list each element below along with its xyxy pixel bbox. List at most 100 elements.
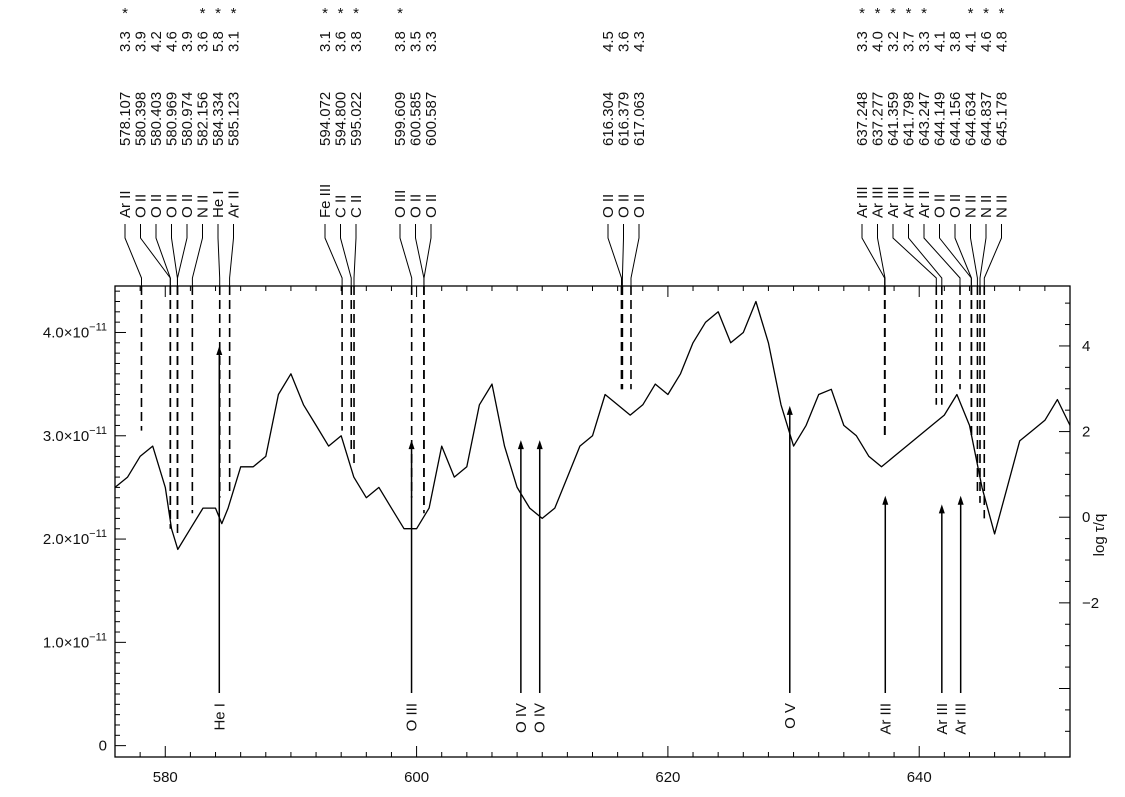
line-wavelength: 582.156 xyxy=(195,92,212,146)
line-wavelength: 578.107 xyxy=(117,92,134,146)
arrow-label: Ar III xyxy=(953,703,970,735)
label-connector xyxy=(217,224,221,286)
label-connector xyxy=(979,224,987,286)
line-star: * xyxy=(200,5,206,22)
line-ion: O II xyxy=(179,194,196,218)
line-value: 4.0 xyxy=(870,31,887,52)
line-ion: Ar III xyxy=(870,186,887,218)
x-tick-label: 580 xyxy=(153,769,178,786)
line-ion: O II xyxy=(600,194,617,218)
label-connector xyxy=(155,224,171,286)
y-tick-base: 2.0×10 xyxy=(43,531,89,548)
line-wavelength: 594.800 xyxy=(333,92,350,146)
line-value: 3.3 xyxy=(916,31,933,52)
arrow-label: Ar III xyxy=(934,703,951,735)
line-ion: O II xyxy=(408,194,425,218)
line-wavelength: 594.072 xyxy=(317,92,334,146)
line-wavelength: 580.398 xyxy=(133,92,150,146)
label-connector xyxy=(140,224,171,286)
line-wavelength: 600.587 xyxy=(423,92,440,146)
y-tick-base: 4.0×10 xyxy=(43,324,89,341)
line-value: 3.1 xyxy=(317,31,334,52)
label-connector xyxy=(861,224,886,286)
y-tick-label: 4.0×10−11 xyxy=(43,321,107,341)
arrow-label: Ar III xyxy=(877,703,894,735)
y-tick-exponent: −11 xyxy=(89,321,107,333)
label-connector xyxy=(399,224,413,286)
label-connector xyxy=(954,224,972,286)
line-ion: Ar II xyxy=(117,190,134,218)
label-connector xyxy=(340,224,352,286)
arrow-head xyxy=(786,405,793,415)
line-star: * xyxy=(983,5,989,22)
line-value: 3.8 xyxy=(348,31,365,52)
label-connector xyxy=(177,224,188,286)
line-ion: Ar II xyxy=(226,190,243,218)
line-star: * xyxy=(397,5,403,22)
line-value: 4.1 xyxy=(932,31,949,52)
line-wavelength: 616.304 xyxy=(600,92,617,146)
label-connector xyxy=(983,224,1002,286)
line-value: 4.3 xyxy=(631,31,648,52)
line-wavelength: 643.247 xyxy=(916,92,933,146)
line-ion: N II xyxy=(195,195,212,218)
line-ion: N II xyxy=(978,195,995,218)
line-ion: O III xyxy=(392,190,409,218)
line-star: * xyxy=(338,5,344,22)
line-ion: O II xyxy=(616,194,633,218)
line-ion: O II xyxy=(148,194,165,218)
series-group xyxy=(114,300,1071,551)
arrow-head xyxy=(882,495,889,505)
label-connector xyxy=(970,224,978,286)
label-connector xyxy=(607,224,622,286)
line-value: 3.9 xyxy=(179,31,196,52)
line-value: 3.3 xyxy=(854,31,871,52)
line-star: * xyxy=(875,5,881,22)
line-ion: O II xyxy=(947,194,964,218)
label-connector xyxy=(191,224,203,286)
line-ion: O II xyxy=(631,194,648,218)
line-wavelength: 580.403 xyxy=(148,92,165,146)
y-tick-exponent: −11 xyxy=(89,425,107,437)
line-star: * xyxy=(968,5,974,22)
y-tick-label: 0 xyxy=(99,738,107,755)
line-ion: Fe III xyxy=(317,184,334,218)
label-connectors xyxy=(124,224,1002,286)
line-value: 3.6 xyxy=(616,31,633,52)
line-wavelength: 616.379 xyxy=(616,92,633,146)
line-wavelength: 600.585 xyxy=(408,92,425,146)
y-tick-exponent: −11 xyxy=(89,631,107,643)
label-connector xyxy=(171,224,178,286)
line-value: 4.2 xyxy=(148,31,165,52)
arrow-head xyxy=(408,440,415,450)
line-star: * xyxy=(353,5,359,22)
y-tick-base: 0 xyxy=(99,738,107,755)
arrow-head xyxy=(517,440,524,450)
line-wavelength: 637.248 xyxy=(854,92,871,146)
line-star: * xyxy=(890,5,896,22)
line-star: * xyxy=(322,5,328,22)
line-star: * xyxy=(122,5,128,22)
line-value: 3.3 xyxy=(423,31,440,52)
arrow-label: O IV xyxy=(513,703,530,733)
y-tick-exponent: −11 xyxy=(89,528,107,540)
y-tick-label: 1.0×10−11 xyxy=(43,631,107,651)
arrow-head xyxy=(216,345,223,355)
line-ion: C II xyxy=(333,195,350,218)
line-ion: O II xyxy=(133,194,150,218)
label-connector xyxy=(423,224,432,286)
line-value: 3.7 xyxy=(901,31,918,52)
line-star: * xyxy=(215,5,221,22)
arrow-head xyxy=(536,440,543,450)
label-connector xyxy=(630,224,640,286)
x-tick-label: 620 xyxy=(655,769,680,786)
line-value: 3.8 xyxy=(947,31,964,52)
spectrum-line xyxy=(114,300,1071,551)
arrow-head xyxy=(938,504,945,514)
line-value: 4.1 xyxy=(963,31,980,52)
line-ion: Ar III xyxy=(901,186,918,218)
line-value: 4.5 xyxy=(600,31,617,52)
line-star: * xyxy=(906,5,912,22)
line-wavelength: 644.156 xyxy=(947,92,964,146)
